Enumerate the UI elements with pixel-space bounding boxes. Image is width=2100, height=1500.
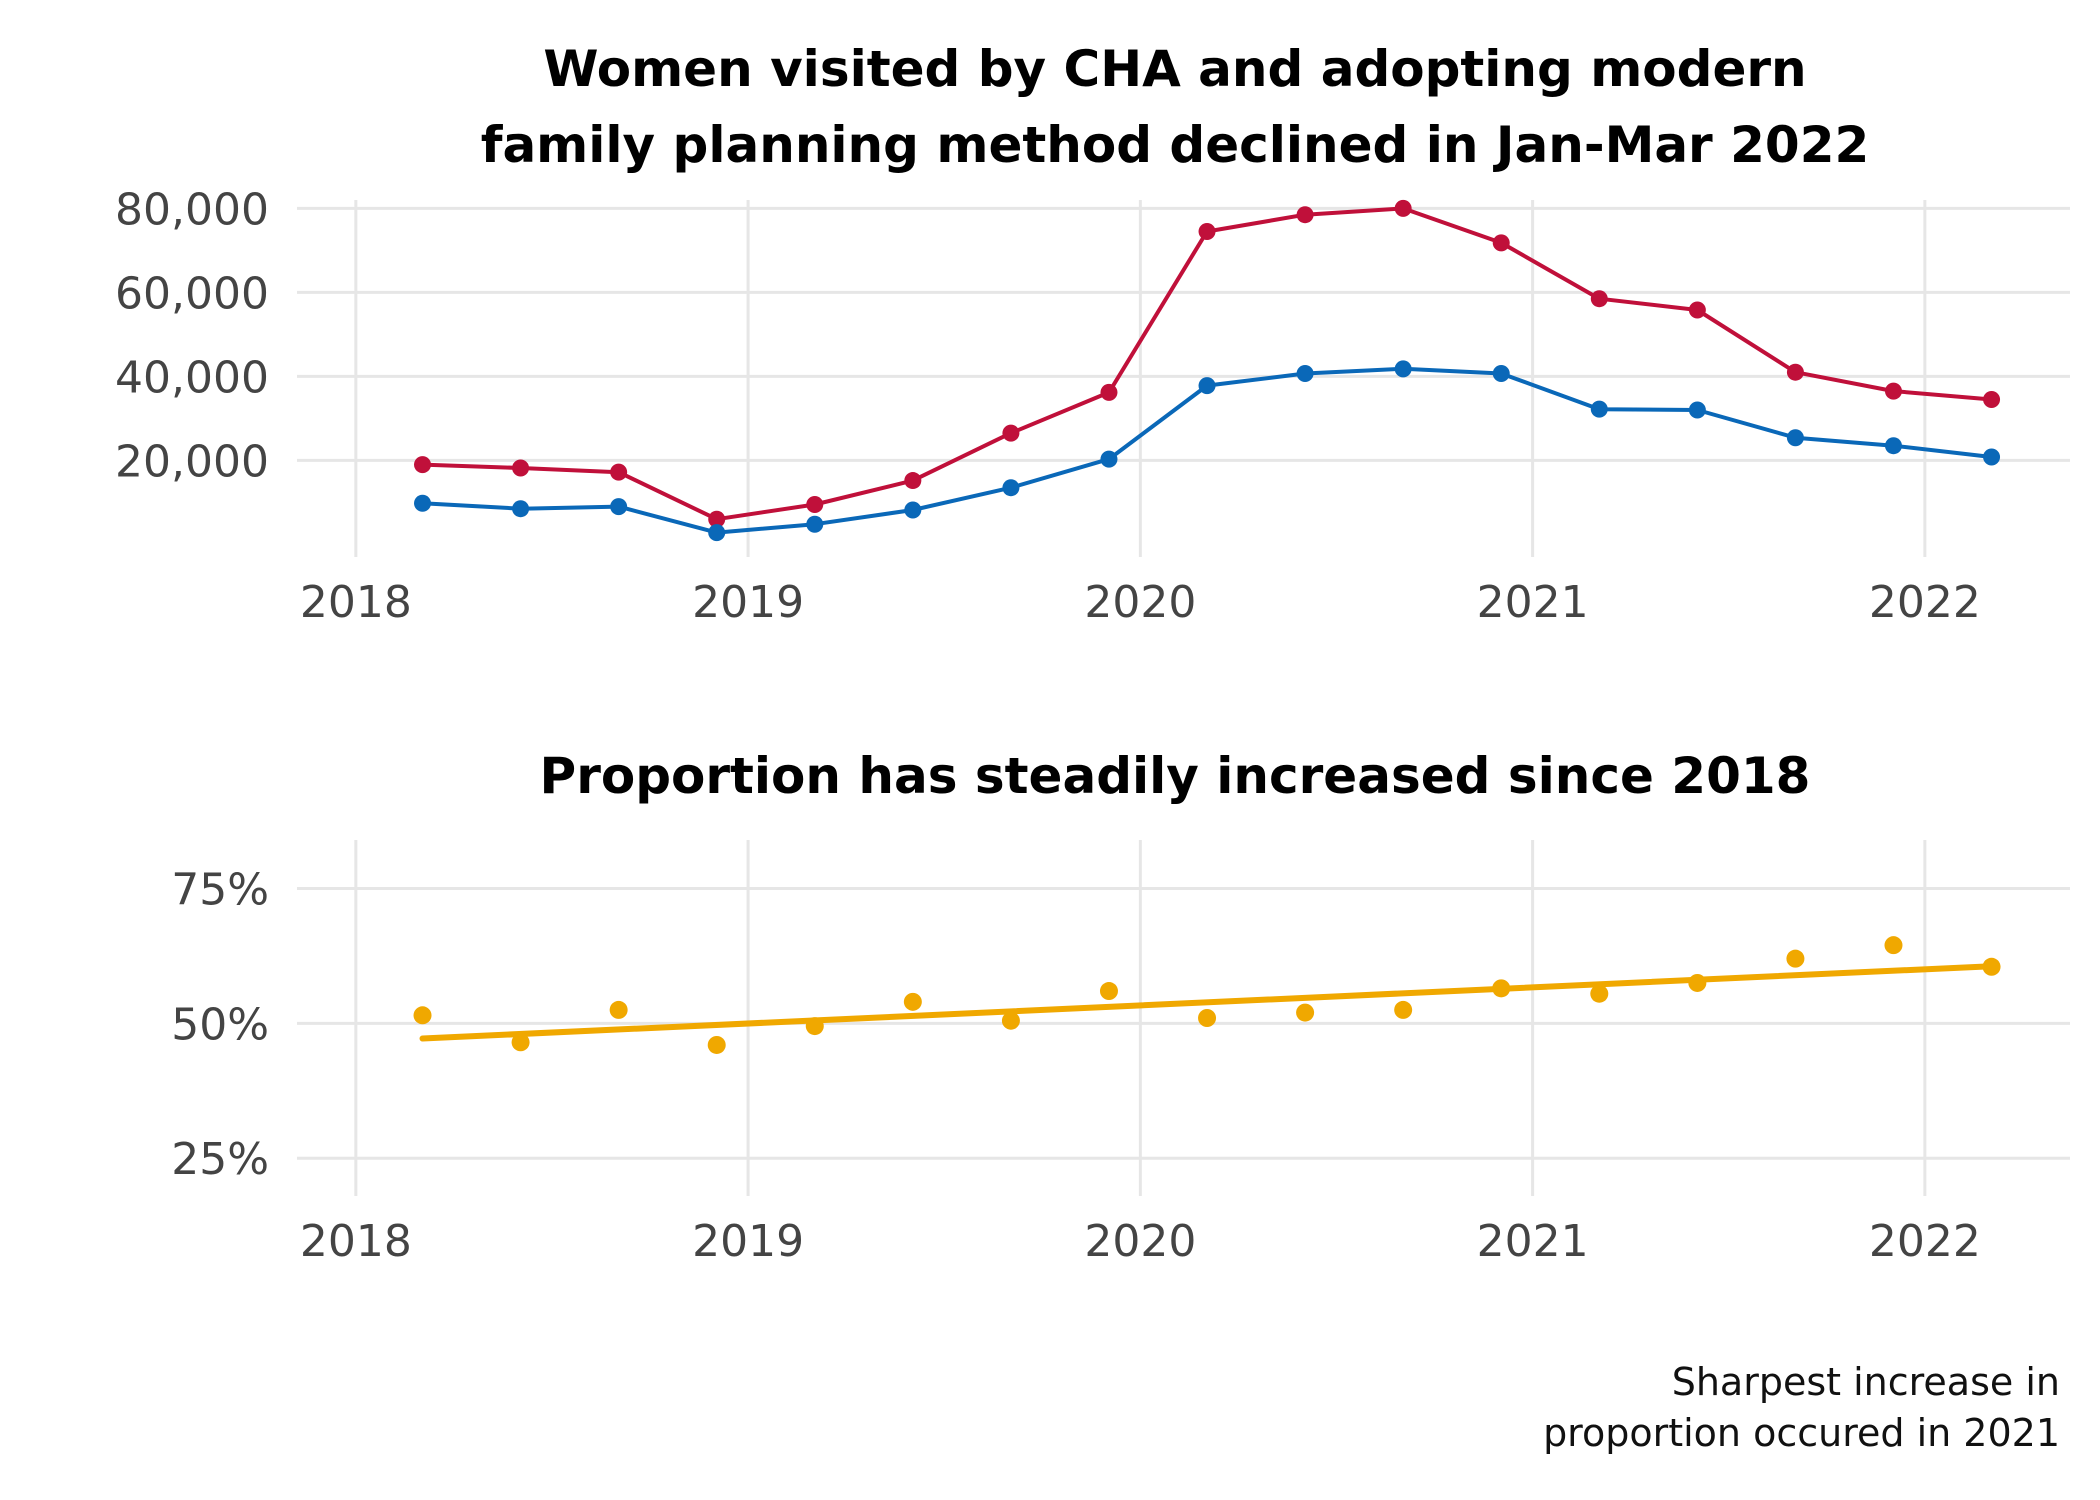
count-series-1-point	[1394, 360, 1412, 378]
proportion-point	[1786, 949, 1805, 968]
count-series-0-point	[806, 496, 824, 513]
count-series-0-point	[414, 456, 432, 474]
count-series-1-point	[1786, 429, 1804, 447]
count-y-tick-label: 20,000	[115, 436, 269, 487]
count-series-1-point	[708, 524, 726, 542]
proportion-trend-line	[419, 963, 1995, 1042]
proportion-x-tick-label: 2021	[1477, 1216, 1589, 1267]
proportion-x-tick-label: 2019	[692, 1216, 804, 1267]
count-series-0-point	[1492, 234, 1510, 252]
proportion-point	[1198, 1009, 1217, 1027]
count-series-1-point	[1198, 377, 1216, 395]
proportion-point	[609, 1000, 628, 1019]
count-series-1-point	[806, 515, 824, 533]
proportion-x-tick-label: 2018	[300, 1216, 412, 1267]
count-gridlines	[297, 200, 2070, 557]
count-series-1-point	[1983, 448, 2001, 466]
proportion-y-tick-label: 25%	[171, 1134, 269, 1185]
proportion-panel: Proportion has steadily increased since …	[171, 747, 2070, 1267]
proportion-point	[707, 1035, 726, 1054]
count-series-1-point	[904, 501, 922, 519]
proportion-point	[511, 1033, 530, 1052]
proportion-gridlines	[297, 840, 2070, 1196]
proportion-series	[413, 936, 2001, 1054]
proportion-point	[1884, 936, 1903, 955]
count-series-0-point	[1786, 363, 1804, 381]
count-x-tick-label: 2021	[1477, 577, 1589, 628]
count-x-tick-labels: 2018 2019 2020 2021 2022	[300, 577, 1981, 628]
count-series-0-point	[1198, 223, 1216, 240]
count-x-tick-label: 2018	[300, 577, 412, 628]
count-y-tick-label: 40,000	[115, 352, 269, 403]
proportion-point	[1099, 982, 1118, 1001]
proportion-point	[1001, 1011, 1020, 1030]
count-series-1-point	[414, 494, 432, 512]
proportion-point	[1296, 1003, 1315, 1022]
count-y-tick-labels: 20,000 40,000 60,000 80,000	[115, 184, 269, 487]
count-series-1-point	[1002, 479, 1020, 497]
count-series-1-point	[1296, 364, 1314, 382]
proportion-point	[1982, 957, 2001, 976]
count-series-1-point	[610, 498, 628, 516]
count-series-1	[414, 360, 2001, 542]
count-x-tick-label: 2019	[692, 577, 804, 628]
caption-line-1: Sharpest increase in	[1672, 1360, 2060, 1404]
proportion-point	[903, 992, 922, 1011]
proportion-y-tick-labels: 25% 50% 75%	[171, 865, 269, 1186]
count-series-0-line	[422, 206, 1992, 522]
count-series-0-point	[904, 472, 922, 490]
count-chart-title-line-1: Women visited by CHA and adopting modern	[543, 40, 1806, 98]
caption-line-2: proportion occured in 2021	[1543, 1411, 2060, 1455]
count-chart-title-line-2: family planning method declined in Jan-M…	[481, 116, 1870, 174]
proportion-x-tick-label: 2022	[1869, 1216, 1981, 1267]
count-series-0-point	[1002, 424, 1020, 442]
count-series-0-point	[1394, 199, 1412, 217]
count-series-0-point	[708, 510, 726, 528]
count-series-0-point	[512, 459, 530, 477]
proportion-y-tick-label: 75%	[171, 865, 269, 916]
count-y-tick-label: 60,000	[115, 268, 269, 319]
count-y-tick-label: 80,000	[115, 184, 269, 235]
count-series-0-point	[1884, 382, 1902, 400]
count-series-1-point	[1688, 401, 1706, 419]
count-x-tick-label: 2020	[1084, 577, 1196, 628]
count-series-0-point	[1296, 206, 1314, 224]
count-series-1-point	[1884, 437, 1902, 455]
count-x-tick-label: 2022	[1869, 577, 1981, 628]
count-series-0-point	[1100, 383, 1118, 401]
count-series-0	[414, 199, 2001, 528]
proportion-point	[805, 1017, 824, 1036]
count-series-0-point	[610, 463, 628, 481]
count-series-0-point	[1688, 301, 1706, 319]
proportion-point	[413, 1006, 432, 1025]
proportion-y-tick-label: 50%	[171, 999, 269, 1050]
count-series	[414, 199, 2001, 542]
count-panel: Women visited by CHA and adopting modern…	[115, 40, 2070, 628]
count-series-1-point	[512, 500, 530, 518]
count-series-1-point	[1492, 364, 1510, 382]
proportion-chart-title: Proportion has steadily increased since …	[540, 747, 1811, 805]
count-series-1-point	[1100, 450, 1118, 468]
count-series-1-point	[1590, 400, 1608, 418]
count-series-0-point	[1590, 290, 1608, 308]
proportion-x-tick-labels: 2018 2019 2020 2021 2022	[300, 1216, 1981, 1267]
proportion-point	[1394, 1000, 1413, 1019]
proportion-point	[1492, 979, 1511, 998]
proportion-x-tick-label: 2020	[1084, 1216, 1196, 1267]
proportion-point	[1590, 984, 1609, 1003]
count-series-0-point	[1983, 391, 2001, 408]
proportion-point	[1688, 973, 1707, 992]
